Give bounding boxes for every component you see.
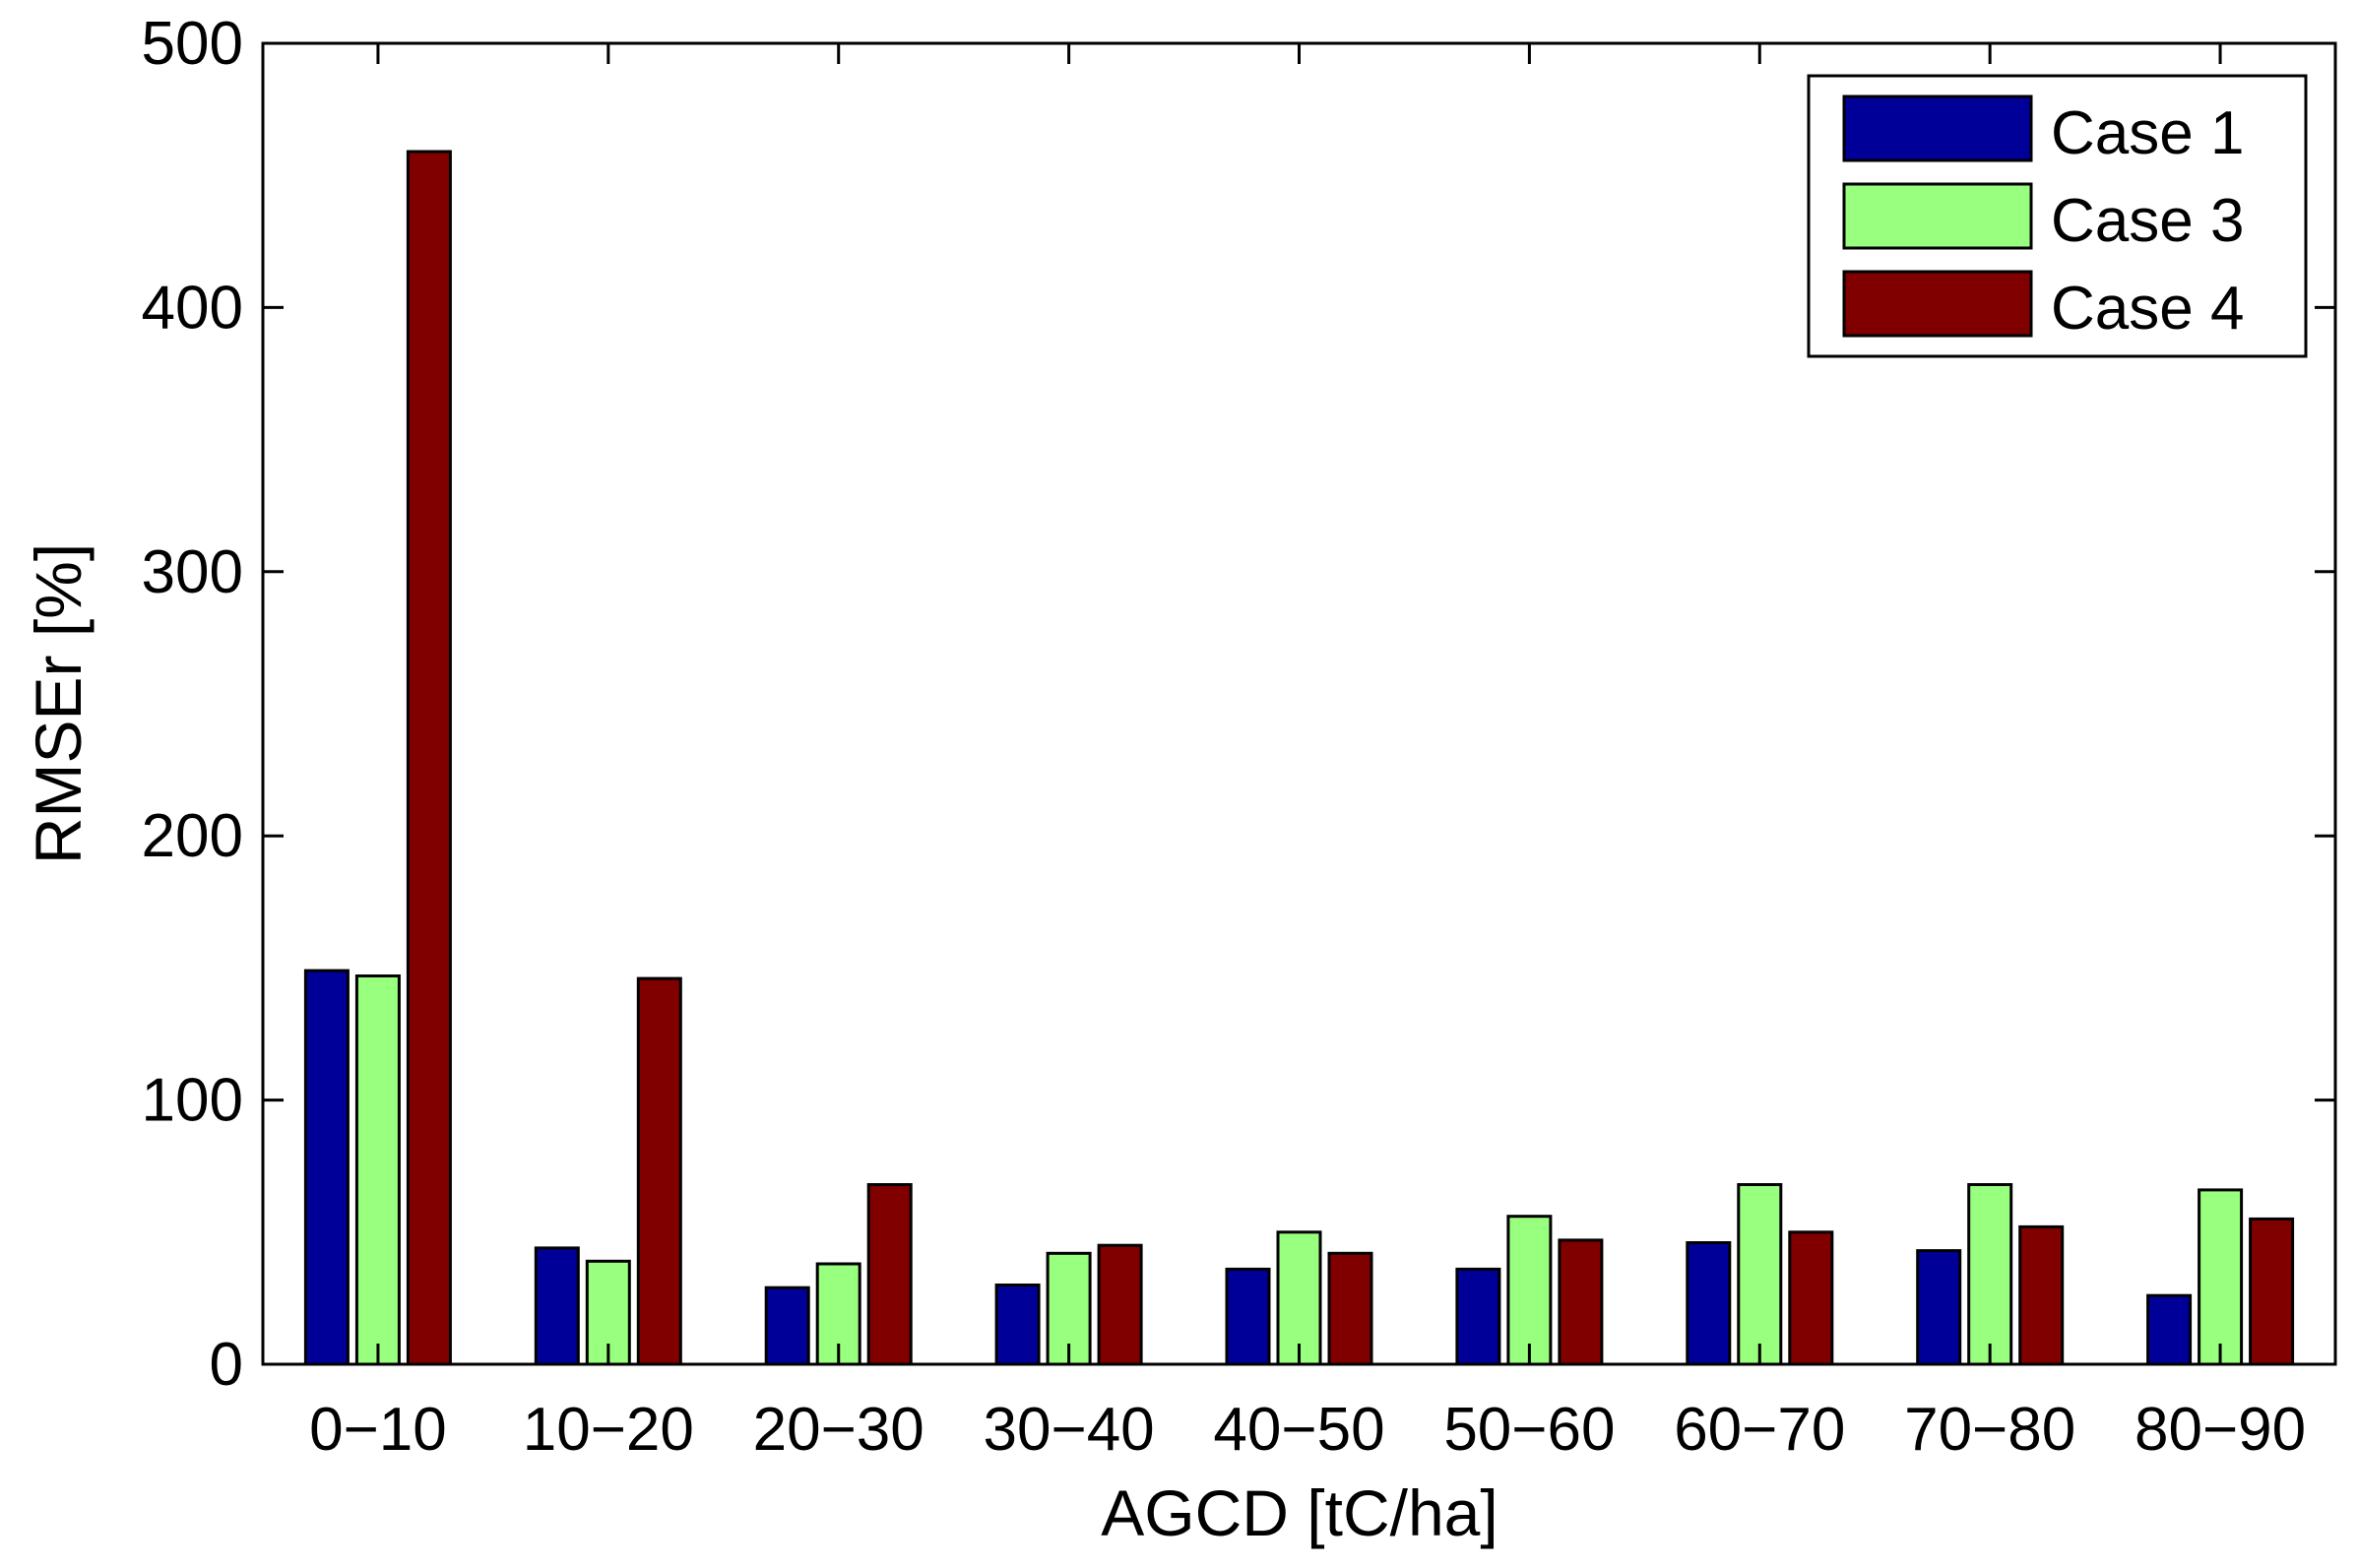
bar-case-3-9 (2198, 1188, 2244, 1366)
legend: Case 1 Case 3 Case 4 (1807, 74, 2308, 358)
legend-label-case-1: Case 1 (2051, 99, 2244, 167)
legend-swatch-case-3 (1842, 182, 2033, 250)
bars-group (303, 150, 2295, 1366)
bar-case-1-8 (1916, 1249, 1962, 1366)
legend-swatch-case-1 (1842, 94, 2033, 162)
x-tick-label: 50−60 (1443, 1396, 1615, 1464)
bar-case-3-8 (1967, 1183, 2013, 1366)
bar-case-1-2 (534, 1246, 580, 1366)
x-tick-label: 10−20 (523, 1396, 694, 1464)
legend-label-case-4: Case 4 (2051, 275, 2244, 343)
bar-case-1-5 (1225, 1267, 1271, 1366)
x-tick-label: 40−50 (1213, 1396, 1384, 1464)
y-tick-label: 0 (210, 1331, 243, 1399)
x-tick-label: 60−70 (1674, 1396, 1845, 1464)
y-axis-label: RMSEr [%] (22, 543, 95, 864)
bar-case-1-6 (1455, 1267, 1501, 1366)
x-tick-label: 0−10 (309, 1396, 447, 1464)
bar-case-4-3 (866, 1183, 913, 1366)
bar-case-1-4 (994, 1284, 1041, 1366)
y-tick-label: 500 (142, 10, 243, 78)
x-tick-label: 80−90 (2135, 1396, 2306, 1464)
y-tick-label: 300 (142, 538, 243, 606)
bar-case-4-7 (1788, 1230, 1834, 1366)
y-tick-label: 100 (142, 1067, 243, 1135)
bar-case-4-6 (1558, 1238, 1604, 1366)
bar-case-4-2 (636, 976, 682, 1366)
bar-case-4-4 (1097, 1243, 1143, 1366)
y-tick-label: 400 (142, 274, 243, 342)
legend-swatch-case-4 (1842, 270, 2033, 338)
x-axis-label: AGCD [tC/ha] (1101, 1476, 1498, 1549)
bar-case-1-9 (2146, 1293, 2193, 1366)
bar-case-3-5 (1276, 1230, 1322, 1366)
bar-case-4-5 (1327, 1251, 1373, 1366)
bar-case-1-1 (303, 969, 350, 1366)
bar-case-1-7 (1686, 1241, 1732, 1366)
x-axis: 0−10 10−20 20−30 30−40 40−50 50−60 60−70 70−80 8… (309, 43, 2306, 1464)
bar-case-4-8 (2018, 1224, 2065, 1366)
x-tick-label: 30−40 (984, 1396, 1155, 1464)
x-tick-label: 70−80 (1904, 1396, 2075, 1464)
bar-case-3-7 (1737, 1183, 1783, 1366)
bar-case-4-1 (406, 150, 452, 1366)
x-tick-label: 20−30 (753, 1396, 924, 1464)
bar-case-3-6 (1506, 1215, 1553, 1366)
bar-case-4-9 (2249, 1217, 2295, 1366)
bar-case-3-1 (354, 974, 401, 1366)
bar-case-1-3 (764, 1286, 810, 1366)
y-axis: 0 100 200 300 400 500 (142, 10, 2335, 1399)
legend-label-case-3: Case 3 (2051, 187, 2244, 255)
y-tick-label: 200 (142, 802, 243, 870)
